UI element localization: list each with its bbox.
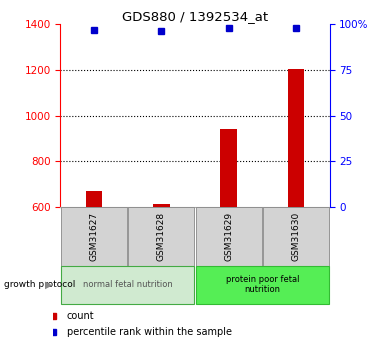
- Text: GSM31630: GSM31630: [291, 212, 300, 261]
- Title: GDS880 / 1392534_at: GDS880 / 1392534_at: [122, 10, 268, 23]
- Bar: [220, 129, 237, 207]
- Bar: [196, 266, 329, 304]
- Text: GSM31627: GSM31627: [90, 212, 99, 261]
- Bar: [287, 69, 304, 207]
- Text: percentile rank within the sample: percentile rank within the sample: [67, 327, 232, 337]
- Bar: [263, 207, 329, 266]
- Text: growth protocol: growth protocol: [4, 280, 75, 289]
- Bar: [86, 191, 103, 207]
- Bar: [61, 207, 127, 266]
- Text: count: count: [67, 312, 94, 321]
- Text: protein poor fetal
nutrition: protein poor fetal nutrition: [225, 275, 299, 294]
- Text: GSM31628: GSM31628: [157, 212, 166, 261]
- Bar: [196, 207, 262, 266]
- Bar: [61, 266, 194, 304]
- Bar: [128, 207, 194, 266]
- Text: GSM31629: GSM31629: [224, 212, 233, 261]
- Bar: [153, 204, 170, 207]
- Text: ▶: ▶: [45, 280, 53, 289]
- Text: normal fetal nutrition: normal fetal nutrition: [83, 280, 173, 289]
